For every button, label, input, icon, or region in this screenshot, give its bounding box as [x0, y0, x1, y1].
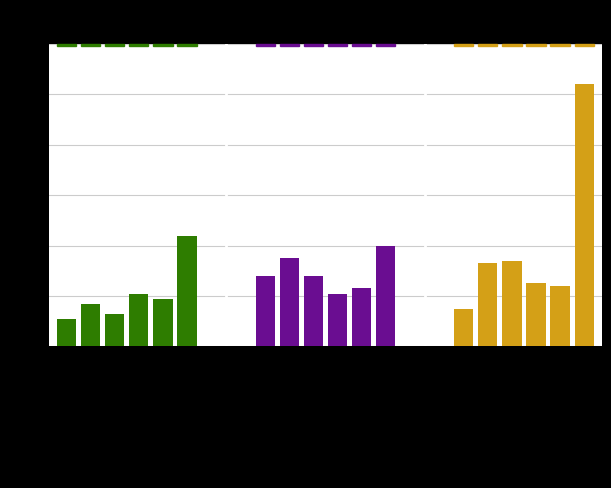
Bar	[280, 44, 299, 46]
Bar	[478, 264, 497, 346]
Bar	[129, 293, 148, 346]
Bar	[81, 304, 100, 346]
Bar	[551, 44, 569, 46]
Bar	[454, 309, 474, 346]
Bar	[454, 44, 474, 46]
Bar	[177, 44, 197, 46]
Bar	[327, 44, 347, 46]
Bar	[129, 44, 148, 46]
Bar	[105, 314, 125, 346]
Bar	[177, 236, 197, 346]
Bar	[574, 84, 594, 346]
Bar	[280, 258, 299, 346]
Bar	[526, 284, 546, 346]
Bar	[153, 299, 172, 346]
Bar	[153, 44, 172, 46]
Bar	[255, 276, 275, 346]
Bar	[57, 44, 76, 46]
Bar	[376, 44, 395, 46]
Bar	[376, 245, 395, 346]
Bar	[574, 44, 594, 46]
Bar	[502, 44, 522, 46]
Bar	[81, 44, 100, 46]
Bar	[352, 44, 371, 46]
Bar	[304, 44, 323, 46]
Bar	[327, 293, 347, 346]
Bar	[478, 44, 497, 46]
Bar	[105, 44, 125, 46]
Bar	[502, 261, 522, 346]
Bar	[255, 44, 275, 46]
Bar	[304, 276, 323, 346]
Bar	[551, 286, 569, 346]
Bar	[526, 44, 546, 46]
Bar	[352, 288, 371, 346]
Bar	[57, 319, 76, 346]
